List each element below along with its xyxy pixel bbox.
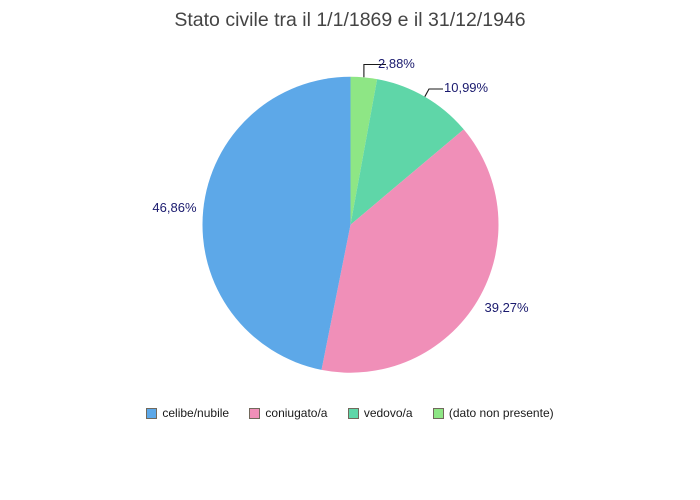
svg-text:39,27%: 39,27% [485,300,530,315]
svg-text:10,99%: 10,99% [444,80,489,95]
svg-text:46,86%: 46,86% [152,200,197,215]
svg-text:2,88%: 2,88% [378,56,415,71]
